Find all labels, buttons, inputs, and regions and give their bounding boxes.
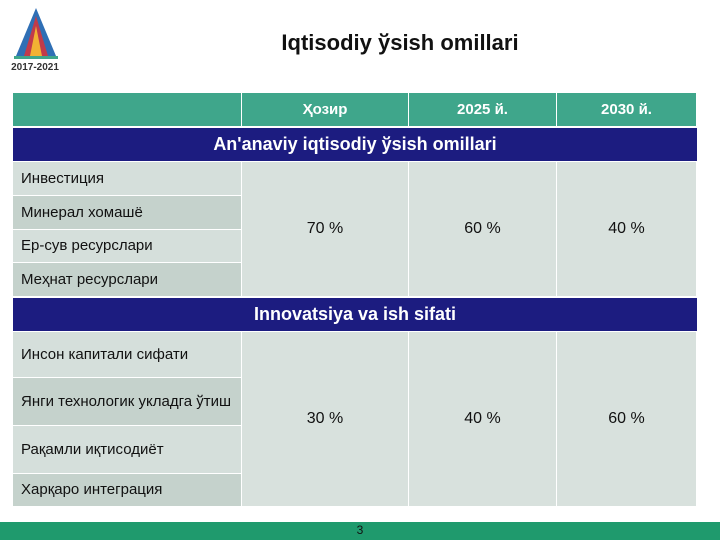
row-label: Рақамли иқтисодиёт [13, 425, 242, 473]
header-cell: Ҳозир [242, 93, 409, 126]
row-label: Минерал хомашё [13, 195, 242, 229]
header-cell: 2030 й. [557, 93, 697, 126]
row-label: Янги технологик укладга ўтиш [13, 377, 242, 425]
section-header: Innovatsiya va ish sifati [13, 297, 697, 331]
value-cell: 40 % [557, 161, 697, 296]
value-cell: 30 % [242, 331, 409, 506]
value-cell: 40 % [409, 331, 557, 506]
logo-years: 2017-2021 [11, 62, 59, 73]
row-label: Меҳнат ресурслари [13, 262, 242, 296]
slide-title: Iqtisodiy ўsish omillari [281, 30, 519, 55]
section-header: An'anaviy iqtisodiy ўsish omillari [13, 127, 697, 161]
row-label: Харқаро интеграция [13, 473, 242, 506]
page-number: 3 [356, 523, 364, 537]
row-label: Инвестиция [13, 161, 242, 195]
value-cell: 70 % [242, 161, 409, 296]
logo [14, 8, 58, 59]
row-label: Ер-сув ресурслари [13, 229, 242, 262]
value-cell: 60 % [409, 161, 557, 296]
header-cell: 2025 й. [409, 93, 557, 126]
value-cell: 60 % [557, 331, 697, 506]
footer-bar [0, 522, 720, 540]
row-label: Инсон капитали сифати [13, 331, 242, 377]
header-cell [13, 93, 242, 126]
